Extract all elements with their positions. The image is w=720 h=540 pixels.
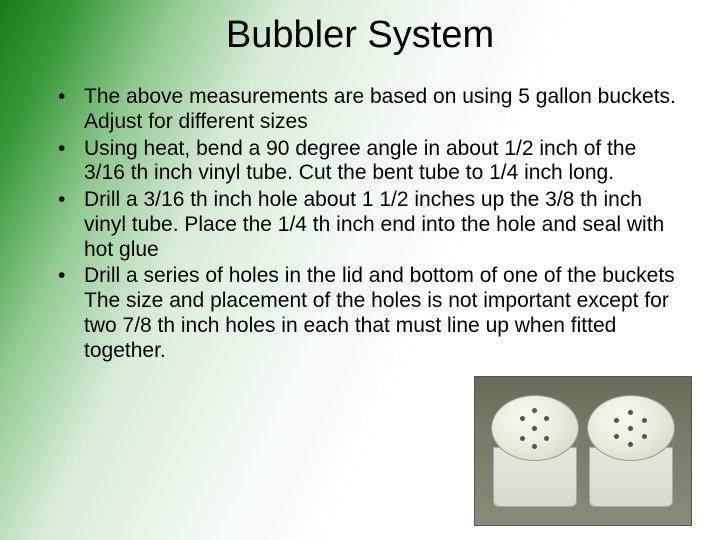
bullet-item: Drill a series of holes in the lid and b… <box>58 264 680 363</box>
hole-icon <box>614 418 619 423</box>
hole-icon <box>532 426 537 431</box>
hole-icon <box>642 434 647 439</box>
bucket-photo <box>474 376 692 526</box>
hole-icon <box>544 436 549 441</box>
hole-icon <box>628 426 633 431</box>
slide-title: Bubbler System <box>40 14 680 57</box>
hole-icon <box>532 408 537 413</box>
bullet-list: The above measurements are based on usin… <box>40 85 680 363</box>
hole-icon <box>614 434 619 439</box>
bullet-item: The above measurements are based on usin… <box>58 85 680 135</box>
hole-icon <box>520 416 525 421</box>
hole-icon <box>628 410 633 415</box>
hole-icon <box>544 416 549 421</box>
bucket-lid-left <box>491 395 579 461</box>
hole-icon <box>532 444 537 449</box>
bullet-item: Drill a 3/16 th inch hole about 1 1/2 in… <box>58 188 680 262</box>
hole-icon <box>628 442 633 447</box>
bucket-lid-right <box>587 395 675 461</box>
hole-icon <box>642 418 647 423</box>
slide: Bubbler System The above measurements ar… <box>0 0 720 540</box>
bullet-item: Using heat, bend a 90 degree angle in ab… <box>58 137 680 187</box>
hole-icon <box>520 436 525 441</box>
